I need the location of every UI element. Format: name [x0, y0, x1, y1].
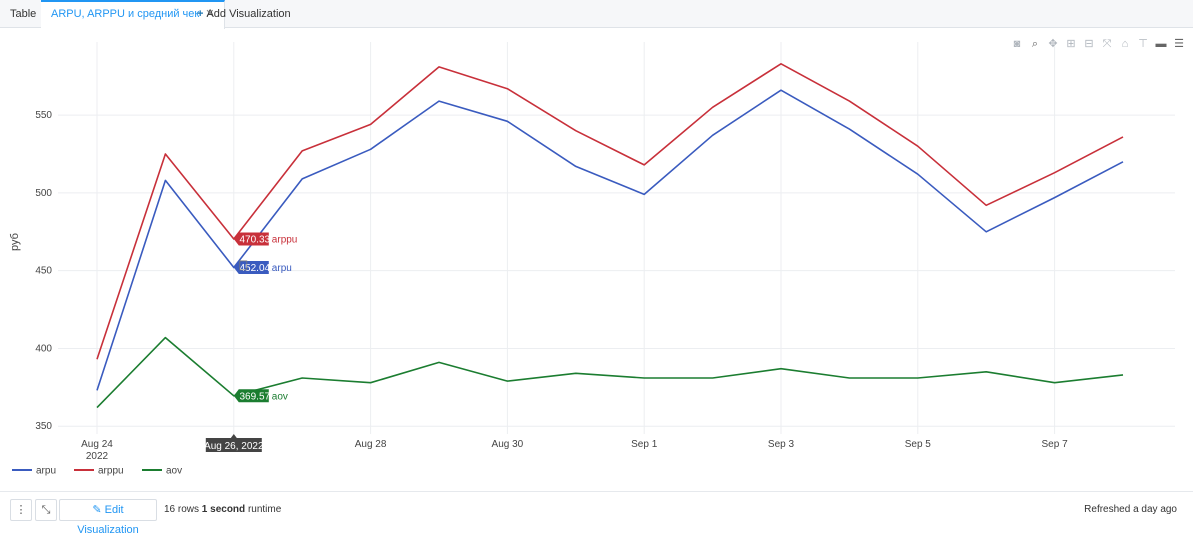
zoom-out-icon[interactable]: ⊟ [1083, 38, 1095, 50]
zoom-icon[interactable]: ⌕ [1029, 38, 1041, 50]
camera-icon[interactable]: ◙ [1011, 38, 1023, 50]
y-tick-label: 400 [35, 343, 52, 354]
add-visualization-button[interactable]: +Add Visualization [187, 0, 301, 28]
fullscreen-button[interactable]: ⤡ [35, 499, 57, 521]
hover-value-arpu: 452.04 [240, 263, 271, 274]
hover-closest-icon[interactable]: ▬ [1155, 38, 1167, 50]
hover-value-aov: 369.57 [240, 391, 271, 402]
x-tick-sublabel: 2022 [86, 451, 109, 462]
runtime-label: runtime [248, 504, 281, 515]
zoom-in-icon[interactable]: ⊞ [1065, 38, 1077, 50]
edit-visualization-button[interactable]: ✎ Edit Visualization [59, 499, 157, 521]
edit-visualization-label: Edit Visualization [77, 504, 139, 536]
home-icon[interactable]: ⌂ [1119, 38, 1131, 50]
edit-icon: ✎ [92, 504, 101, 516]
y-tick-label: 500 [35, 188, 52, 199]
tab-bar: Table ARPU, ARPPU и средний чек✕ +Add Vi… [0, 0, 1193, 28]
rows-count: 16 rows [164, 504, 199, 515]
vertical-dots-icon: ⋮ [16, 504, 27, 516]
tab-arpu-chart-label: ARPU, ARPPU и средний чек [51, 8, 199, 20]
chart-modebar: ◙ ⌕ ✥ ⊞ ⊟ ⤧ ⌂ ⊤ ▬ ☰ [1011, 36, 1185, 52]
plus-icon: + [197, 8, 203, 20]
footer-bar: ⋮ ⤡ ✎ Edit Visualization 16 rows 1 secon… [0, 491, 1193, 526]
y-tick-label: 550 [35, 110, 52, 121]
hover-series-name-aov: aov [272, 391, 288, 402]
hover-value-arppu: 470.33 [240, 235, 271, 246]
y-tick-label: 350 [35, 421, 52, 432]
hover-x-label: Aug 26, 2022 [204, 441, 264, 452]
refreshed-status: Refreshed a day ago [1084, 504, 1177, 515]
tab-table-label: Table [10, 8, 36, 20]
autoscale-icon[interactable]: ⤧ [1101, 38, 1113, 50]
hover-series-name-arppu: arppu [272, 235, 298, 246]
legend-label-arpu[interactable]: arpu [36, 466, 56, 477]
x-tick-label: Aug 24 [81, 439, 113, 450]
x-tick-label: Sep 1 [631, 439, 658, 450]
hover-series-name-arpu: arpu [272, 263, 292, 274]
legend-label-arppu[interactable]: arppu [98, 466, 124, 477]
series-line-arppu[interactable] [97, 64, 1123, 360]
runtime-value: 1 second [202, 504, 245, 515]
add-visualization-label: Add Visualization [206, 8, 290, 20]
hover-compare-icon[interactable]: ☰ [1173, 38, 1185, 50]
expand-icon: ⤡ [42, 504, 51, 516]
spike-lines-icon[interactable]: ⊤ [1137, 38, 1149, 50]
x-tick-label: Aug 30 [492, 439, 524, 450]
x-tick-label: Aug 28 [355, 439, 387, 450]
y-axis-label: руб [9, 233, 21, 251]
more-menu-button[interactable]: ⋮ [10, 499, 32, 521]
x-tick-label: Sep 7 [1042, 439, 1069, 450]
pan-icon[interactable]: ✥ [1047, 38, 1059, 50]
x-tick-label: Sep 5 [905, 439, 932, 450]
query-stats: 16 rows 1 second runtime [164, 504, 281, 515]
legend-label-aov[interactable]: aov [166, 466, 182, 477]
x-tick-label: Sep 3 [768, 439, 795, 450]
y-tick-label: 450 [35, 266, 52, 277]
